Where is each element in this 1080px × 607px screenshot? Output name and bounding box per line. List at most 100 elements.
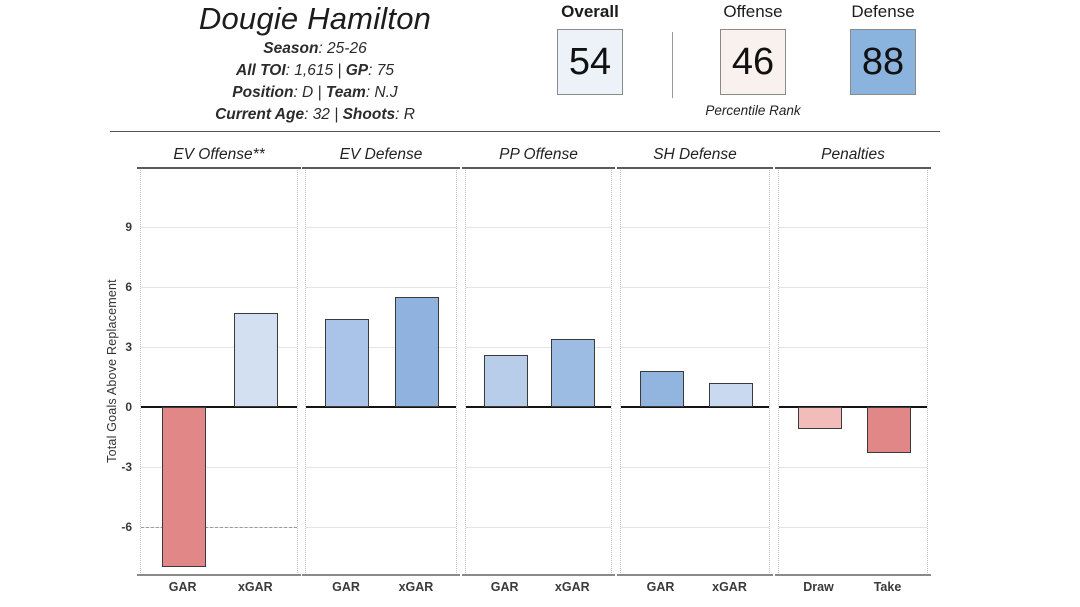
panel-top-axis-line	[617, 167, 773, 169]
player-name: Dougie Hamilton	[198, 1, 432, 36]
rating-defense: Defense 88	[838, 2, 928, 95]
y-axis-tick-label: -3	[121, 460, 132, 474]
bar-gar	[483, 355, 528, 407]
rating-overall-label: Overall	[561, 2, 619, 21]
panel-top-axis-line	[775, 167, 931, 169]
y-axis-tick-label: -6	[121, 520, 132, 534]
rating-defense-box: 88	[850, 29, 916, 95]
gridline	[466, 227, 611, 228]
panel-title: Penalties	[821, 146, 885, 163]
panel-bottom-axis-line	[617, 574, 773, 576]
gridline	[466, 527, 611, 528]
y-axis-title: Total Goals Above Replacement	[105, 279, 119, 463]
chart-panel: SH Defense GAR xGAR	[617, 145, 773, 599]
panel-title: EV Defense	[339, 146, 423, 163]
zero-baseline	[141, 406, 297, 408]
ratings-divider	[672, 32, 673, 98]
category-label: GAR	[490, 580, 519, 594]
category-label-row: GAR xGAR	[465, 575, 612, 599]
bar-xgar	[234, 313, 279, 407]
gridline	[621, 227, 769, 228]
gridline	[779, 287, 927, 288]
rating-defense-label: Defense	[851, 2, 915, 21]
bar-draw	[797, 407, 842, 429]
gridline	[306, 227, 456, 228]
rating-offense: Offense 46	[708, 2, 798, 95]
gridline	[466, 347, 611, 348]
panel-plot	[302, 167, 460, 576]
category-label: xGAR	[237, 580, 273, 594]
dashed-reference-line	[141, 527, 297, 528]
panel-plot	[775, 167, 931, 576]
rating-offense-box: 46	[720, 29, 786, 95]
player-info-line: All TOI: 1,615 | GP: 75	[236, 62, 394, 79]
gridline	[779, 467, 927, 468]
panel-plot	[617, 167, 773, 576]
bar-gar	[325, 319, 370, 407]
chart-panel: EV Defense GAR xGAR	[302, 145, 460, 599]
bar-gar	[161, 407, 206, 567]
category-label: GAR	[332, 580, 360, 594]
y-axis-tick-label: 3	[125, 340, 132, 354]
gridline	[779, 347, 927, 348]
zero-baseline	[306, 406, 456, 408]
gridline	[141, 227, 297, 228]
y-axis-tick-label: 0	[125, 400, 132, 414]
bar-xgar	[551, 339, 596, 407]
chart-panel: EV Offense** GAR xGAR	[137, 145, 301, 599]
gridline	[466, 467, 611, 468]
player-header: Dougie Hamilton Season: 25-26 All TOI: 1,…	[140, 0, 490, 126]
gridline	[306, 287, 456, 288]
y-axis-tick-label: 9	[125, 220, 132, 234]
zero-baseline	[621, 406, 769, 408]
gridline	[621, 347, 769, 348]
panel-title: EV Offense**	[173, 146, 265, 163]
bar-gar	[639, 371, 684, 407]
gridline	[306, 467, 456, 468]
gridline	[621, 467, 769, 468]
panel-bottom-axis-line	[462, 574, 615, 576]
category-label: xGAR	[398, 580, 434, 594]
panel-bottom-axis-line	[775, 574, 931, 576]
player-info-line: Season: 25-26	[263, 40, 367, 57]
bar-xgar	[394, 297, 439, 407]
category-label-row: Draw Take	[778, 575, 928, 599]
zero-baseline	[466, 406, 611, 408]
category-label-row: GAR xGAR	[140, 575, 298, 599]
player-info-line: Position: D | Team: N.J	[232, 84, 398, 101]
player-info: Season: 25-26 All TOI: 1,615 | GP: 75 Posi…	[140, 38, 490, 126]
category-label-row: GAR xGAR	[620, 575, 770, 599]
panel-top-axis-line	[302, 167, 460, 169]
gridline	[779, 527, 927, 528]
panel-plot	[137, 167, 301, 576]
gridline	[621, 527, 769, 528]
gridline	[141, 287, 297, 288]
rating-overall: Overall 54	[545, 2, 635, 95]
gridline	[141, 467, 297, 468]
category-label-row: GAR xGAR	[305, 575, 457, 599]
player-info-line: Current Age: 32 | Shoots: R	[215, 106, 415, 123]
gridline	[466, 287, 611, 288]
gridline	[306, 347, 456, 348]
panel-bottom-axis-line	[302, 574, 460, 576]
category-label: Take	[873, 580, 902, 594]
category-label: GAR	[646, 580, 675, 594]
header-separator	[110, 131, 940, 132]
percentile-rank-caption: Percentile Rank	[705, 103, 801, 118]
bar-take	[866, 407, 911, 453]
category-label: xGAR	[712, 580, 747, 594]
panel-bottom-axis-line	[137, 574, 301, 576]
gridline	[779, 227, 927, 228]
gridline	[141, 347, 297, 348]
panel-plot	[462, 167, 615, 576]
chart-panel: PP Offense GAR xGAR	[462, 145, 615, 599]
gridline	[621, 287, 769, 288]
gridline	[306, 527, 456, 528]
panel-top-axis-line	[137, 167, 301, 169]
zero-baseline	[779, 406, 927, 408]
rating-overall-box: 54	[557, 29, 623, 95]
category-label: xGAR	[554, 580, 590, 594]
panel-title: PP Offense	[499, 146, 578, 163]
